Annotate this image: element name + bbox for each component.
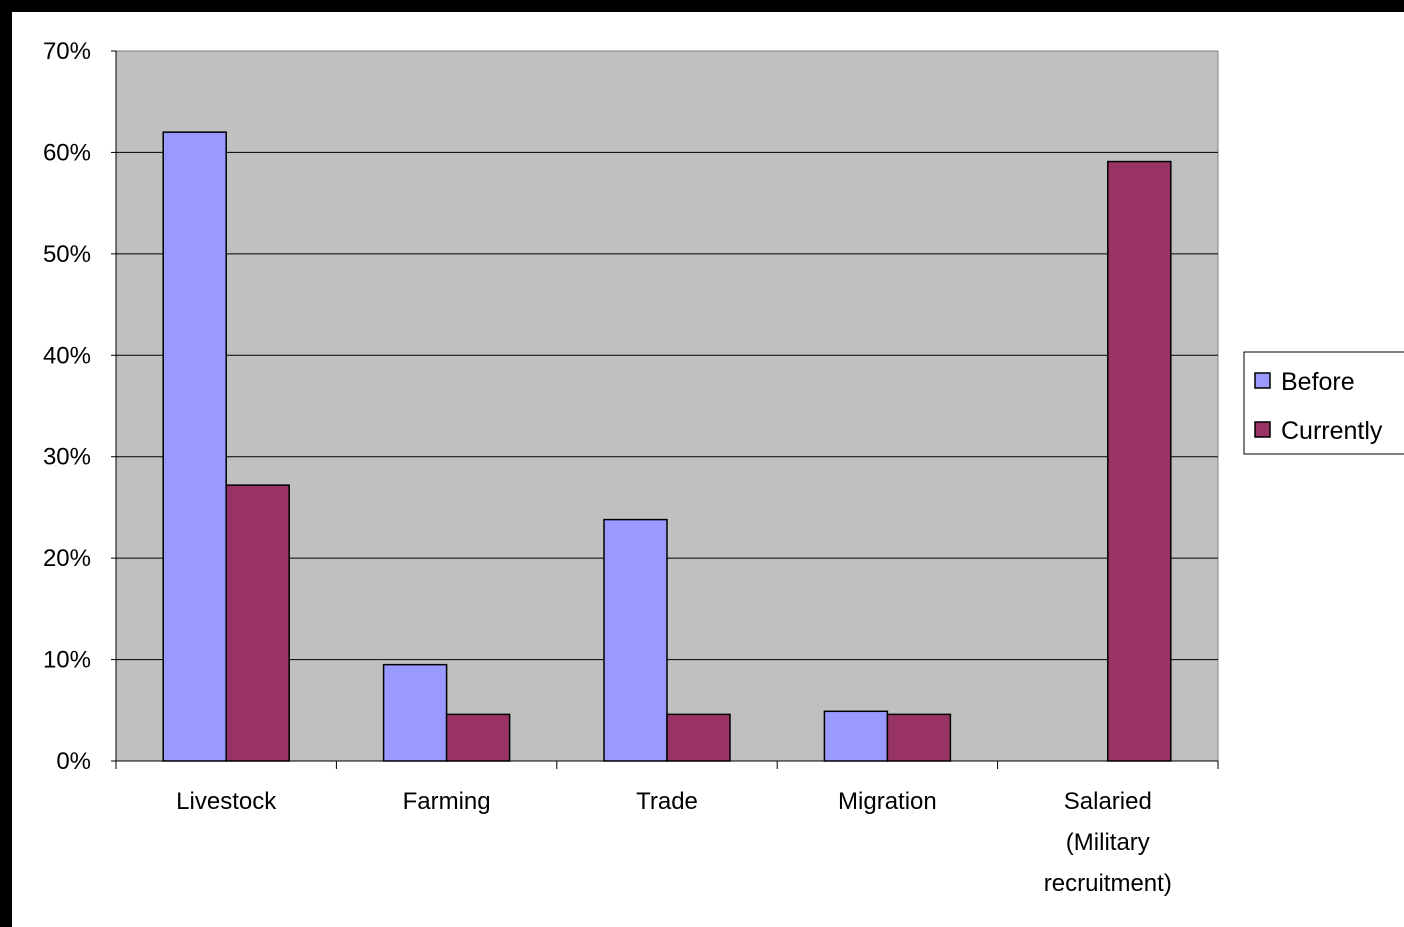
x-tick-label: Trade bbox=[636, 788, 698, 815]
legend-label-before: Before bbox=[1281, 368, 1355, 396]
bar-before bbox=[382, 663, 448, 762]
legend: Before Currently bbox=[1243, 351, 1404, 455]
bar-before bbox=[162, 131, 227, 762]
x-tick-label: Salaried bbox=[1064, 788, 1152, 815]
legend-label-currently: Currently bbox=[1281, 417, 1383, 445]
x-tick-labels: Livestock Farming Trade Migration Salaried (M… bbox=[176, 788, 1172, 897]
legend-swatch-currently bbox=[1254, 421, 1271, 438]
bars bbox=[162, 131, 1172, 762]
axes bbox=[111, 50, 1219, 769]
bar-currently bbox=[225, 484, 290, 762]
y-tick-label: 70% bbox=[43, 38, 91, 65]
bar-currently bbox=[445, 713, 511, 762]
x-tick-label: Livestock bbox=[176, 788, 277, 815]
bar-before bbox=[603, 518, 668, 762]
y-tick-labels: 0% 10% 20% 30% 40% 50% 60% 70% bbox=[43, 38, 91, 775]
chart-frame: 0% 10% 20% 30% 40% 50% 60% 70% Livestock Farming… bbox=[12, 12, 1404, 927]
bar-currently bbox=[666, 713, 731, 762]
y-tick-label: 60% bbox=[43, 139, 91, 166]
x-tick-label: Migration bbox=[838, 788, 937, 815]
bar-currently bbox=[886, 713, 952, 762]
legend-swatch-before bbox=[1254, 372, 1271, 389]
x-tick-label: (Military bbox=[1066, 829, 1150, 856]
y-tick-label: 40% bbox=[43, 342, 91, 369]
bar-before bbox=[823, 710, 889, 762]
bar-currently bbox=[1107, 160, 1172, 762]
x-tick-label: recruitment) bbox=[1044, 870, 1172, 897]
y-tick-label: 30% bbox=[43, 444, 91, 471]
gridlines bbox=[116, 151, 1218, 661]
y-tick-label: 50% bbox=[43, 241, 91, 268]
bar-chart: 0% 10% 20% 30% 40% 50% 60% 70% Livestock Farming… bbox=[43, 38, 1404, 897]
y-tick-label: 0% bbox=[56, 748, 91, 775]
y-tick-label: 10% bbox=[43, 647, 91, 674]
y-tick-label: 20% bbox=[43, 545, 91, 572]
x-tick-label: Farming bbox=[403, 788, 491, 815]
